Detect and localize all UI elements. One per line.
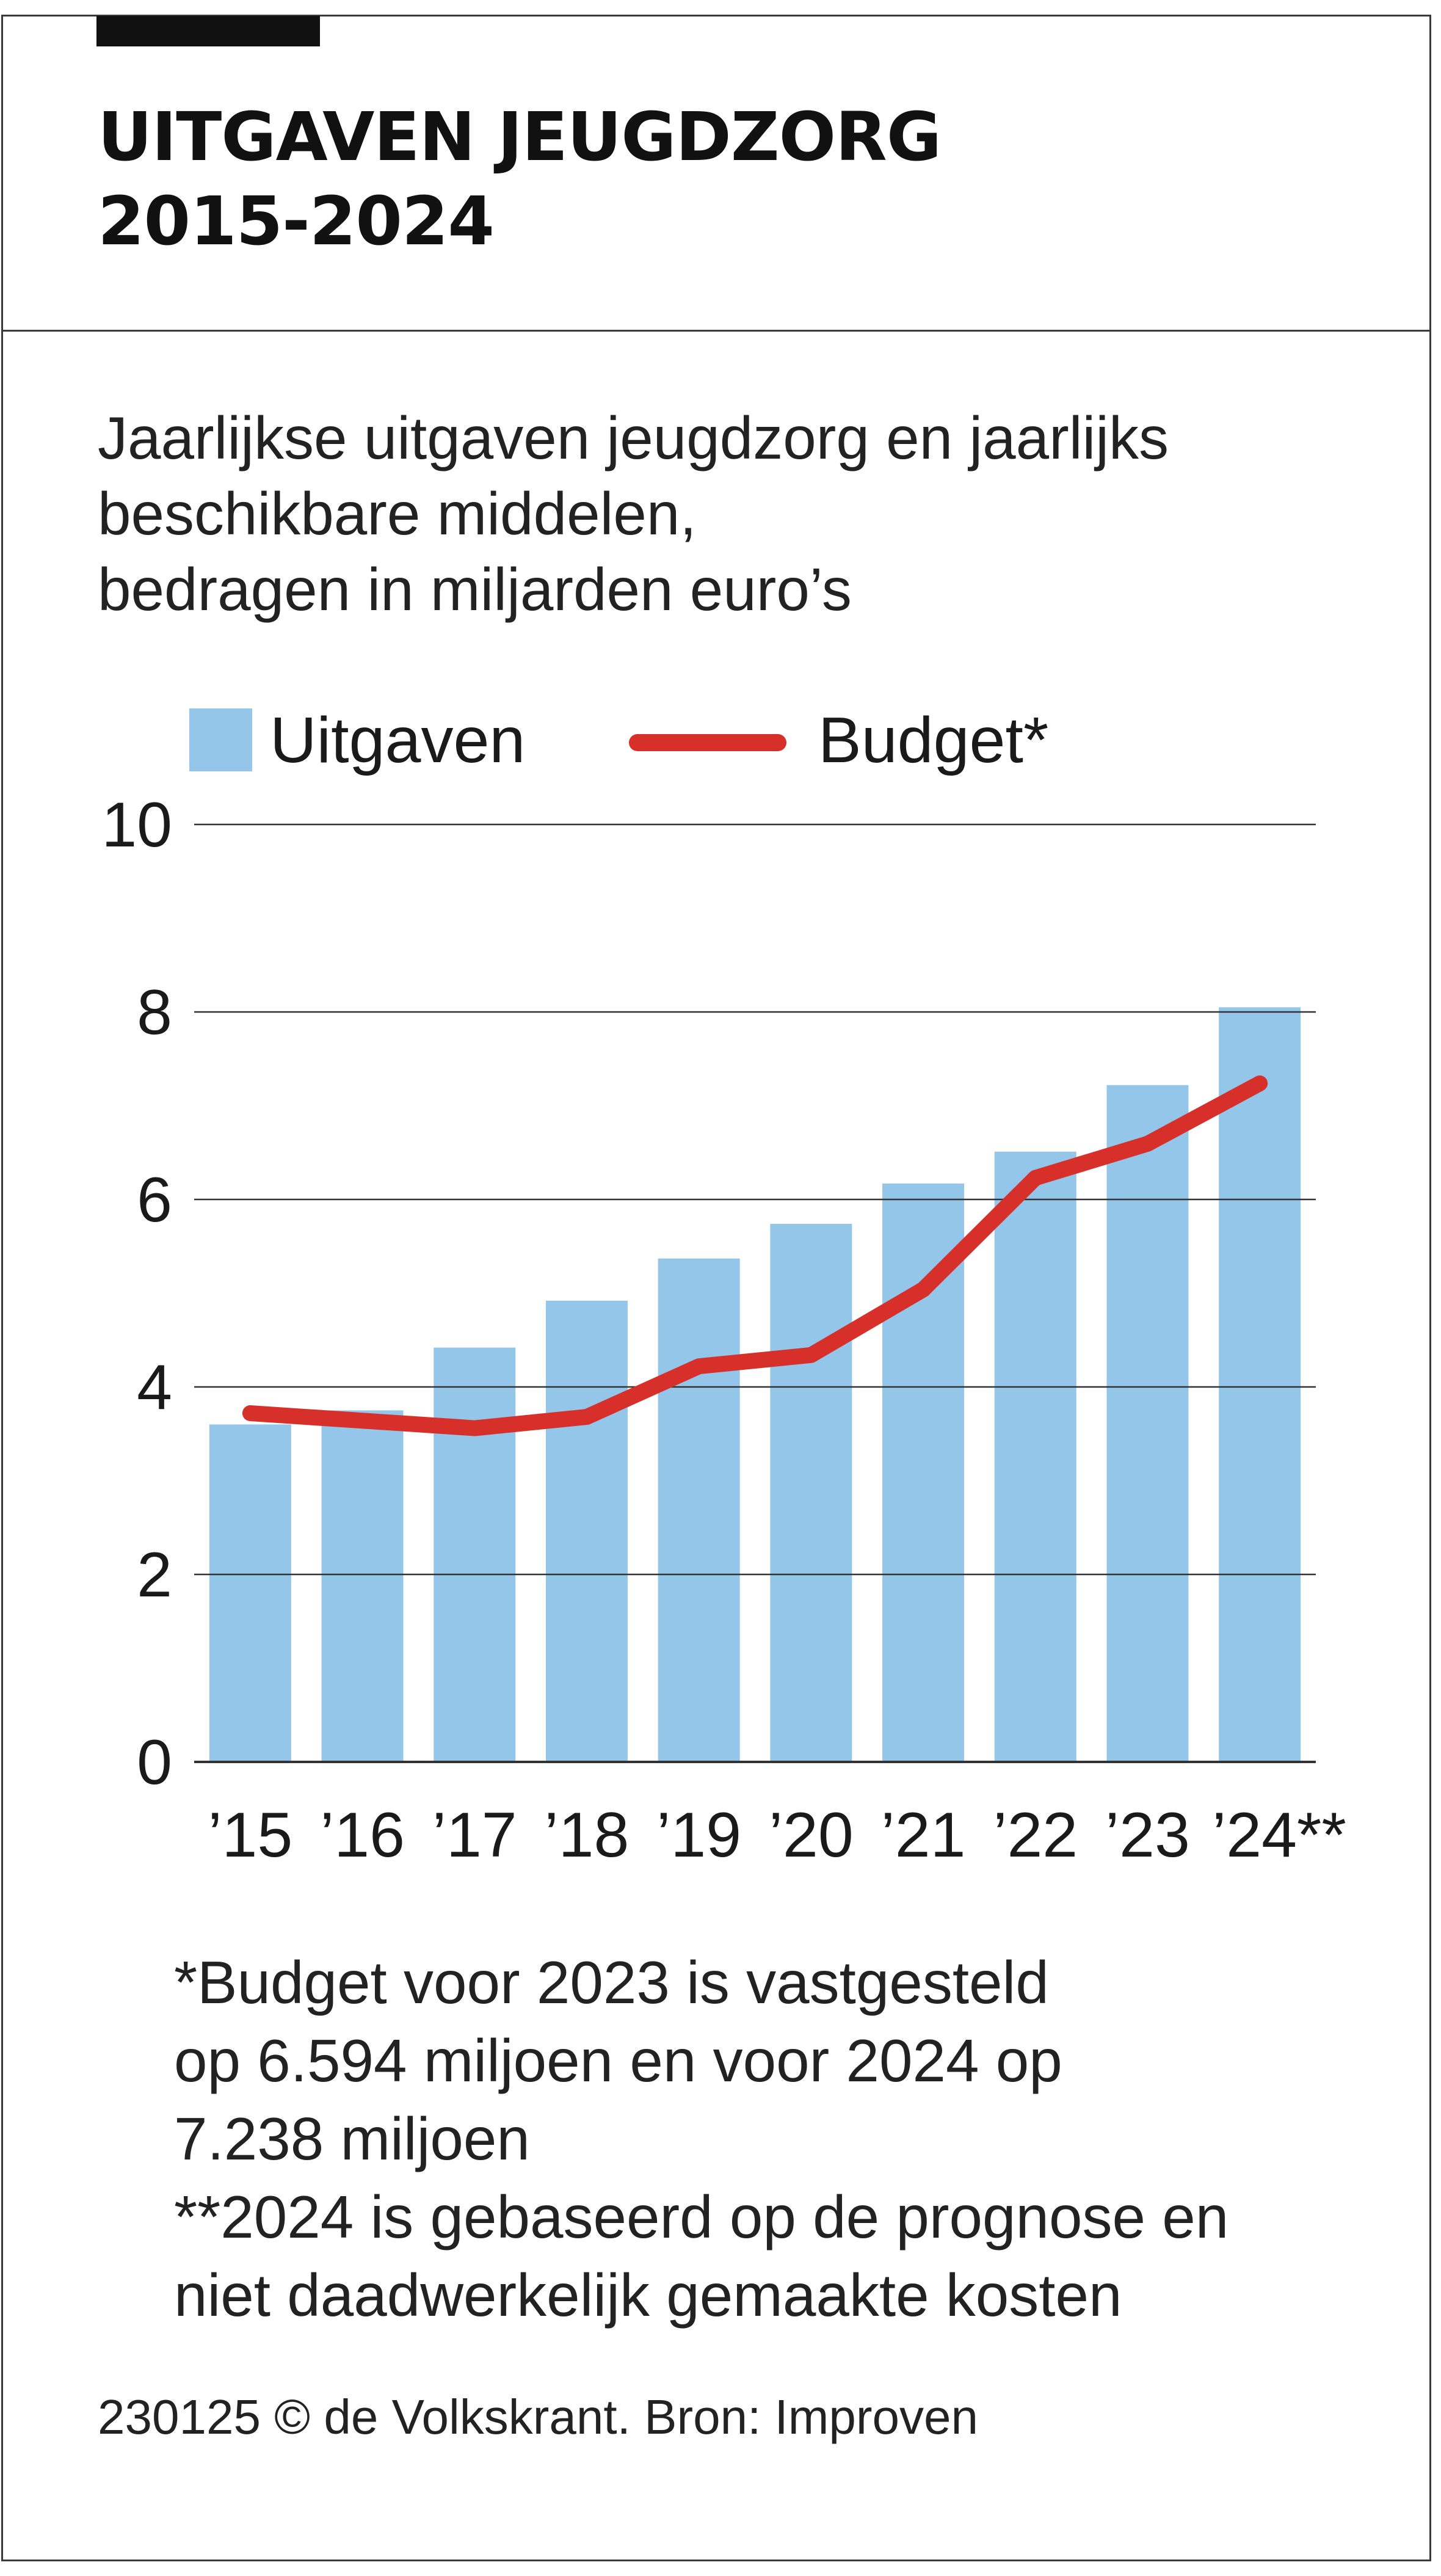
footnote-line-3: 7.238 miljoen	[174, 2105, 530, 2172]
subtitle-line-1: Jaarlijkse uitgaven jeugdzorg en jaarlij…	[98, 404, 1169, 471]
legend-bar-label: Uitgaven	[270, 704, 526, 776]
legend-line-swatch	[629, 734, 786, 751]
x-tick-label-4: ’19	[656, 1800, 741, 1871]
footnote-line-1: *Budget voor 2023 is vastgesteld	[174, 1949, 1049, 2016]
chart-legend: Uitgaven Budget*	[189, 702, 1410, 776]
bar-4	[658, 1258, 740, 1762]
bar-0	[209, 1424, 291, 1762]
chart-subtitle: Jaarlijkse uitgaven jeugdzorg en jaarlij…	[98, 400, 1380, 627]
y-tick-label-2: 2	[137, 1540, 172, 1610]
x-tick-label-6: ’21	[881, 1800, 966, 1871]
subtitle-line-2: beschikbare middelen,	[98, 480, 697, 547]
title-line-2: 2015-2024	[98, 182, 495, 260]
footnote-line-2: op 6.594 miljoen en voor 2024 op	[174, 2027, 1062, 2094]
footnotes: *Budget voor 2023 is vastgesteld op 6.59…	[174, 1943, 1395, 2334]
y-tick-label-4: 4	[137, 1352, 172, 1423]
bar-line-chart: 0 2 4 6 8 10 ’15 ’16 ’17 ’18 ’19 ’20 ’21 ’22 ’23 ’24**	[101, 790, 1346, 1871]
title-line-1: UITGAVEN JEUGDZORG	[98, 98, 942, 176]
x-tick-label-8: ’23	[1105, 1800, 1190, 1871]
legend-line-label: Budget*	[818, 704, 1049, 776]
chart-title: UITGAVEN JEUGDZORG 2015-2024	[98, 95, 942, 263]
x-tick-label-7: ’22	[993, 1800, 1078, 1871]
bar-8	[1106, 1085, 1189, 1762]
source-credit: 230125 © de Volkskrant. Bron: Improven	[98, 2390, 978, 2444]
x-tick-label-9: ’24**	[1212, 1800, 1346, 1871]
x-tick-label-0: ’15	[208, 1800, 292, 1871]
header-tab-bar	[96, 16, 320, 46]
y-tick-label-0: 0	[137, 1727, 172, 1798]
footnote-line-5: niet daadwerkelijk gemaakte kosten	[174, 2261, 1122, 2329]
x-tick-label-3: ’18	[545, 1800, 630, 1871]
y-tick-label-8: 8	[137, 977, 172, 1048]
bar-1	[321, 1410, 404, 1762]
bar-3	[545, 1300, 628, 1762]
budget-line	[242, 1075, 1268, 1436]
footnote-line-4: **2024 is gebaseerd op de prognose en	[174, 2183, 1229, 2250]
header-divider	[1, 330, 1431, 332]
subtitle-line-3: bedragen in miljarden euro’s	[98, 556, 852, 623]
x-tick-label-2: ’17	[432, 1800, 517, 1871]
bar-9	[1219, 1007, 1301, 1762]
x-tick-label-5: ’20	[769, 1800, 854, 1871]
bar-7	[994, 1151, 1076, 1762]
y-tick-label-10: 10	[101, 790, 172, 860]
legend-bar-swatch	[189, 708, 252, 771]
y-tick-label-6: 6	[137, 1165, 172, 1235]
bar-5	[770, 1223, 852, 1762]
graphic-frame	[1, 15, 1431, 2561]
x-tick-label-1: ’16	[320, 1800, 405, 1871]
bar-2	[434, 1347, 516, 1762]
